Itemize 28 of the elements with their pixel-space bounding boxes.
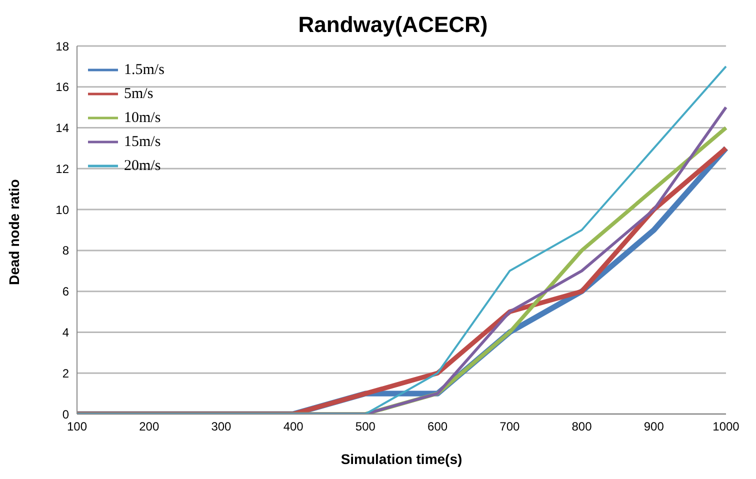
x-tick-label: 900 — [644, 420, 664, 434]
y-tick-label: 6 — [62, 284, 70, 299]
x-tick-label: 400 — [283, 420, 304, 434]
y-tick-label: 4 — [62, 325, 70, 340]
y-tick-label: 14 — [56, 121, 70, 136]
chart-title: Randway(ACECR) — [298, 12, 488, 37]
legend-label: 15m/s — [124, 133, 161, 152]
x-axis-title: Simulation time(s) — [340, 451, 462, 467]
y-tick-label: 2 — [62, 366, 70, 380]
y-axis-title: Dead node ratio — [6, 179, 22, 285]
y-tick-label: 8 — [62, 244, 70, 258]
x-tick-label: 200 — [139, 420, 160, 434]
x-tick-label: 100 — [66, 420, 88, 434]
x-tick-label: 800 — [572, 420, 592, 434]
legend-label: 1.5m/s — [124, 61, 164, 80]
y-tick-label: 10 — [56, 202, 70, 217]
legend-label: 10m/s — [124, 109, 161, 128]
x-tick-label: 700 — [500, 420, 520, 434]
x-tick-label: 300 — [211, 420, 232, 434]
x-tick-label: 500 — [355, 420, 376, 434]
legend-label: 20m/s — [124, 157, 161, 176]
y-tick-label: 0 — [62, 407, 70, 422]
y-tick-label: 12 — [56, 162, 70, 176]
legend-label: 5m/s — [124, 85, 154, 104]
y-tick-label: 18 — [56, 39, 70, 54]
x-tick-label: 600 — [428, 420, 448, 434]
x-tick-label: 1000 — [712, 420, 740, 434]
y-tick-label: 16 — [56, 80, 70, 94]
